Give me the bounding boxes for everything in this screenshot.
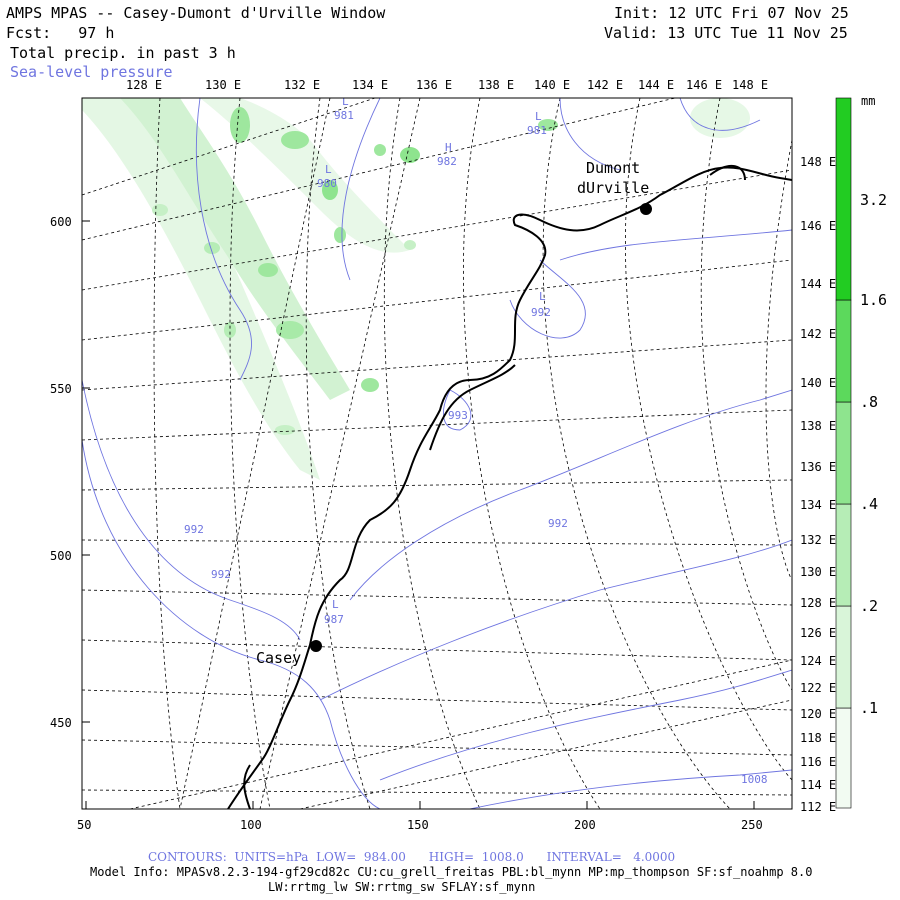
- lon-label: 128 E: [126, 78, 162, 92]
- field-label-slp: Sea-level pressure: [10, 63, 173, 81]
- field-label-precip: Total precip. in past 3 h: [10, 44, 236, 62]
- lon-label: 130 E: [800, 565, 836, 579]
- y-axis-label: 450: [50, 716, 72, 730]
- lon-label: 122 E: [800, 681, 836, 695]
- lon-label: 132 E: [800, 533, 836, 547]
- pressure-sym: L: [325, 163, 332, 176]
- colorbar-level: 1.6: [860, 291, 887, 309]
- model-info: Model Info: MPASv8.2.3-194-gf29cd82c CU:…: [90, 865, 813, 879]
- forecast-hour: Fcst: 97 h: [6, 24, 115, 42]
- colorbar-level: .2: [860, 597, 878, 615]
- lon-label: 148 E: [800, 155, 836, 169]
- y-axis-label: 600: [50, 215, 72, 229]
- pressure-value: 993: [448, 409, 468, 422]
- lon-label: 136 E: [800, 460, 836, 474]
- lon-label: 146 E: [800, 219, 836, 233]
- pressure-value: 982: [437, 155, 457, 168]
- station-label-dumont-2: dUrville: [577, 179, 649, 197]
- colorbar-level: .8: [860, 393, 878, 411]
- pressure-value: 992: [531, 306, 551, 319]
- pressure-value: 980: [317, 177, 337, 190]
- colorbar-bin: [835, 605, 852, 709]
- x-axis-label: 200: [574, 818, 596, 832]
- lon-label: 130 E: [205, 78, 241, 92]
- lon-right-labels: 148 E 146 E 144 E 142 E 140 E 138 E 136 …: [800, 155, 836, 814]
- colorbar-level: .4: [860, 495, 878, 513]
- lon-label: 146 E: [686, 78, 722, 92]
- pressure-sym: L: [539, 290, 546, 303]
- lon-label: 124 E: [800, 654, 836, 668]
- init-time: Init: 12 UTC Fri 07 Nov 25: [614, 4, 849, 22]
- valid-time: Valid: 13 UTC Tue 11 Nov 25: [604, 24, 848, 42]
- colorbar-level: 3.2: [860, 191, 887, 209]
- pressure-value: 1008: [741, 773, 768, 786]
- pressure-value: 992: [211, 568, 231, 581]
- pressure-value: 981: [527, 124, 547, 137]
- lon-top-labels: 128 E 130 E 132 E 134 E 136 E 138 E 140 …: [126, 78, 768, 92]
- x-axis-label: 50: [77, 818, 91, 832]
- lon-label: 132 E: [284, 78, 320, 92]
- coastline: [227, 165, 792, 809]
- lon-label: 134 E: [800, 498, 836, 512]
- x-axis-ticks: [85, 801, 755, 809]
- y-axis-label: 550: [50, 382, 72, 396]
- lon-label: 140 E: [800, 376, 836, 390]
- contours-info: CONTOURS: UNITS=hPa LOW= 984.00 HIGH= 10…: [148, 850, 676, 864]
- station-label-casey: Casey: [256, 649, 301, 667]
- x-axis-label: 100: [240, 818, 262, 832]
- pressure-value: 987: [324, 613, 344, 626]
- y-axis-label: 500: [50, 549, 72, 563]
- map-title: AMPS MPAS -- Casey-Dumont d'Urville Wind…: [6, 4, 386, 22]
- colorbar-bin: [835, 401, 852, 505]
- pressure-value: 992: [548, 517, 568, 530]
- x-axis-label: 150: [407, 818, 429, 832]
- colorbar: mm .1 .2 .4 .8 1.6 3.2: [835, 94, 887, 809]
- precip-shading: [82, 98, 750, 480]
- lon-label: 128 E: [800, 596, 836, 610]
- y-axis-ticks: [82, 220, 90, 723]
- colorbar-bin: [835, 503, 852, 607]
- graticule: [82, 98, 792, 809]
- station-marker-casey: [310, 640, 322, 652]
- model-info-2: LW:rrtmg_lw SW:rrtmg_sw SFLAY:sf_mynn: [268, 880, 536, 894]
- colorbar-unit: mm: [861, 94, 875, 108]
- map-frame: [81, 97, 793, 810]
- pressure-value: 992: [184, 523, 204, 536]
- lon-label: 138 E: [800, 419, 836, 433]
- x-axis-label: 250: [741, 818, 763, 832]
- lon-label: 136 E: [416, 78, 452, 92]
- lon-label: 148 E: [732, 78, 768, 92]
- lon-label: 142 E: [587, 78, 623, 92]
- pressure-sym: L: [535, 110, 542, 123]
- pressure-sym: H: [445, 141, 452, 154]
- lon-label: 140 E: [534, 78, 570, 92]
- colorbar-bin: [835, 299, 852, 403]
- slp-contours: [82, 98, 792, 809]
- lon-label: 116 E: [800, 755, 836, 769]
- colorbar-level: .1: [860, 699, 878, 717]
- station-label-dumont: Dumont: [586, 159, 640, 177]
- colorbar-bin: [835, 707, 852, 809]
- pressure-sym: L: [332, 598, 339, 611]
- lon-label: 142 E: [800, 327, 836, 341]
- colorbar-bin: [835, 97, 852, 301]
- station-marker-dumont: [640, 203, 652, 215]
- lon-label: 126 E: [800, 626, 836, 640]
- lon-label: 114 E: [800, 778, 836, 792]
- lon-label: 134 E: [352, 78, 388, 92]
- pressure-value: 981: [334, 109, 354, 122]
- pressure-labels: L 981 L 981 H 982 L 980 L 992 993 992 99…: [184, 95, 768, 786]
- lon-label: 144 E: [800, 277, 836, 291]
- lon-label: 138 E: [478, 78, 514, 92]
- lon-label: 112 E: [800, 800, 836, 814]
- lon-label: 120 E: [800, 707, 836, 721]
- lon-label: 144 E: [638, 78, 674, 92]
- lon-label: 118 E: [800, 731, 836, 745]
- pressure-sym: L: [342, 95, 349, 108]
